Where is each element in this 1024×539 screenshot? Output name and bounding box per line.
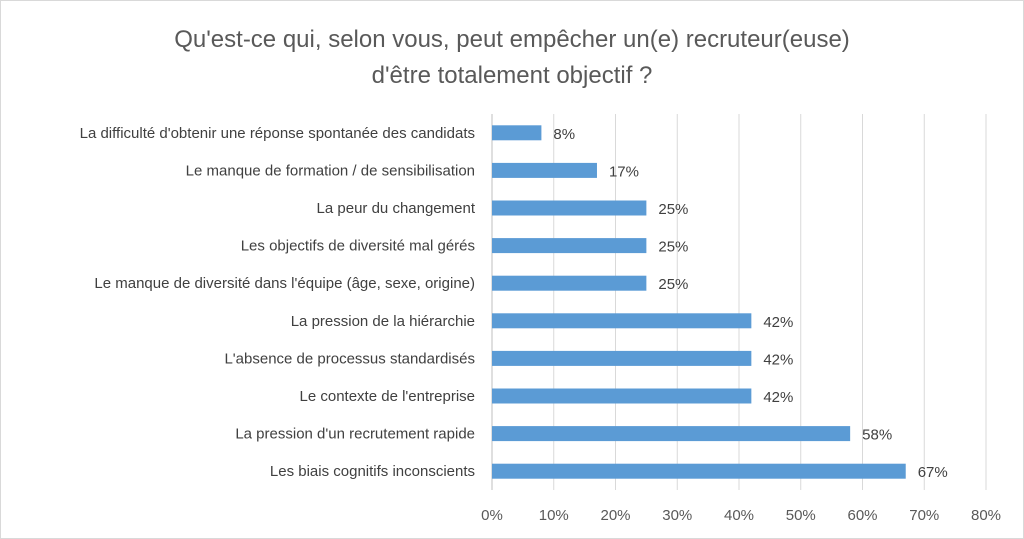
category-label: Le contexte de l'entreprise xyxy=(300,388,475,405)
chart-title: Qu'est-ce qui, selon vous, peut empêcher… xyxy=(0,22,1024,94)
x-tick-label: 20% xyxy=(600,507,630,524)
category-label: La pression de la hiérarchie xyxy=(291,313,475,330)
chart-title-line-2: d'être totalement objectif ? xyxy=(371,62,653,89)
data-label: 25% xyxy=(658,276,688,293)
data-label: 42% xyxy=(763,351,793,368)
chart-title-line-1: Qu'est-ce qui, selon vous, peut empêcher… xyxy=(174,26,850,53)
data-label: 42% xyxy=(763,314,793,331)
bar xyxy=(492,275,647,291)
data-label: 8% xyxy=(553,126,575,143)
x-tick-label: 40% xyxy=(724,507,754,524)
bar xyxy=(492,200,647,216)
data-label: 67% xyxy=(918,464,948,481)
data-label: 25% xyxy=(658,239,688,256)
x-tick-label: 50% xyxy=(786,507,816,524)
x-tick-label: 30% xyxy=(662,507,692,524)
category-label: Le manque de diversité dans l'équipe (âg… xyxy=(94,275,475,292)
category-label: Les objectifs de diversité mal gérés xyxy=(241,238,475,255)
x-tick-label: 0% xyxy=(481,507,503,524)
bars xyxy=(492,125,906,479)
x-tick-label: 60% xyxy=(847,507,877,524)
data-label: 25% xyxy=(658,201,688,218)
bar xyxy=(492,238,647,254)
labels: 0% 10% 20% 30% 40% 50% 60% 70% 80% La difficulté … xyxy=(80,125,1001,524)
bar xyxy=(492,426,851,442)
data-label: 58% xyxy=(862,427,892,444)
category-label: L'absence de processus standardisés xyxy=(224,350,475,367)
x-tick-label: 10% xyxy=(539,507,569,524)
x-tick-label: 80% xyxy=(971,507,1001,524)
bar xyxy=(492,350,752,366)
bar xyxy=(492,463,906,479)
category-label: Les biais cognitifs inconscients xyxy=(270,463,475,480)
bar xyxy=(492,388,752,404)
data-label: 17% xyxy=(609,163,639,180)
category-label: Le manque de formation / de sensibilisat… xyxy=(186,162,475,179)
x-tick-label: 70% xyxy=(909,507,939,524)
bar xyxy=(492,125,542,141)
category-label: La pression d'un recrutement rapide xyxy=(235,426,475,443)
bar xyxy=(492,162,597,178)
category-label: La peur du changement xyxy=(317,200,476,217)
category-label: La difficulté d'obtenir une réponse spon… xyxy=(80,125,475,142)
bar xyxy=(492,313,752,329)
data-label: 42% xyxy=(763,389,793,406)
